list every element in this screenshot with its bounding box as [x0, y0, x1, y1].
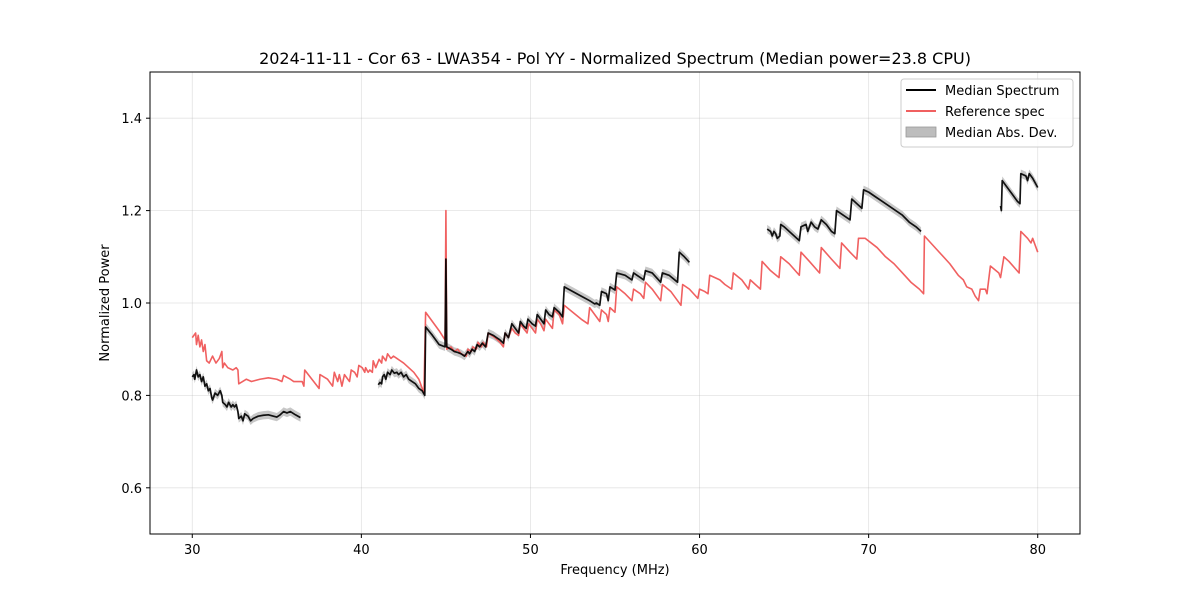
y-axis-label: Normalized Power [98, 244, 113, 362]
y-tick-label: 1.0 [121, 297, 142, 312]
x-tick-label: 40 [353, 543, 370, 558]
mad-band [1000, 169, 1038, 215]
y-tick-label: 0.8 [121, 389, 142, 404]
x-tick-label: 60 [691, 543, 708, 558]
y-tick-label: 1.4 [121, 112, 142, 127]
chart-title: 2024-11-11 - Cor 63 - LWA354 - Pol YY - … [259, 49, 971, 68]
series-group [191, 169, 1039, 425]
legend-box [900, 78, 1074, 148]
reference-spectrum-line [191, 209, 1039, 394]
tick-layer: 30 40 50 60 70 80 0.6 0.8 1.0 1.2 1.4 [121, 112, 1046, 558]
x-tick-label: 80 [1029, 543, 1046, 558]
legend-label-reference-spec: Reference spec [945, 105, 1045, 120]
x-tick-label: 30 [184, 543, 201, 558]
median-spectrum-line [999, 172, 1039, 212]
mad-band [378, 248, 690, 400]
y-tick-label: 1.2 [121, 205, 142, 220]
x-axis-label: Frequency (MHz) [560, 563, 669, 578]
y-tick-label: 0.6 [121, 482, 142, 497]
legend-swatch-median-abs-dev [905, 126, 937, 138]
legend-label-median-spectrum: Median Spectrum [945, 84, 1059, 99]
x-tick-label: 50 [522, 543, 539, 558]
legend: Median Spectrum Reference spec Median Ab… [900, 78, 1074, 148]
legend-label-median-abs-dev: Median Abs. Dev. [945, 126, 1057, 141]
median-spectrum-line [766, 188, 922, 242]
data-layer [191, 169, 1039, 425]
x-tick-label: 70 [860, 543, 877, 558]
median-spectrum-line [191, 369, 301, 422]
median-spectrum-line [377, 251, 691, 397]
